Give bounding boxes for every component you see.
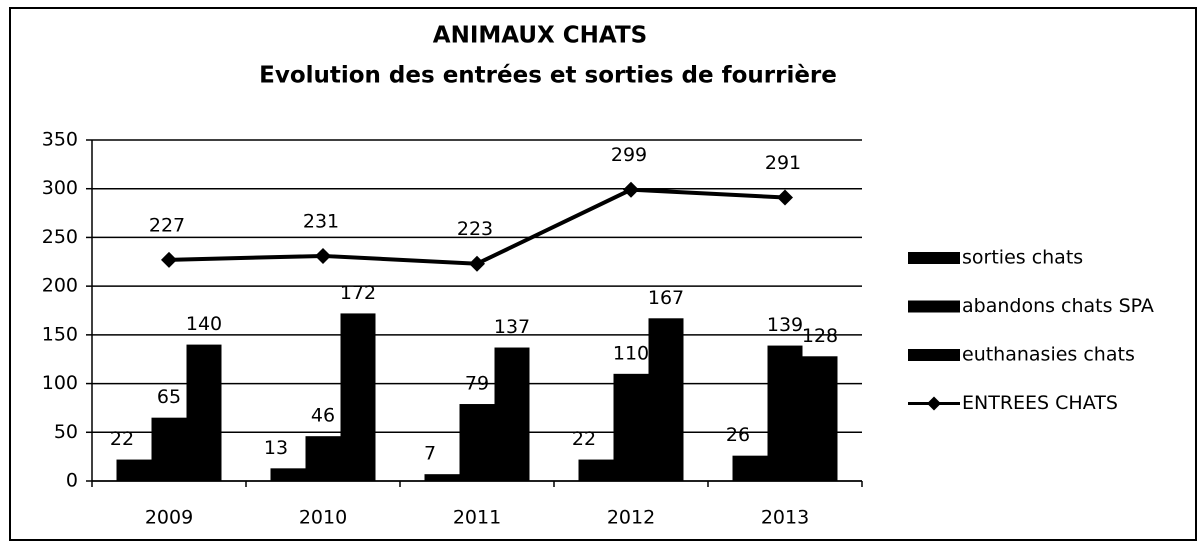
bar [186,344,222,481]
x-tick-label: 2012 [607,507,655,529]
data-label: 139 [767,314,803,336]
bar [802,356,838,481]
data-label: 65 [157,386,181,408]
y-tick-label: 50 [54,421,78,443]
bar [767,345,803,481]
data-label: 46 [311,405,335,427]
bar [648,318,684,481]
bar [459,404,495,481]
y-tick-label: 100 [42,372,78,394]
line-marker [161,251,177,268]
bar [424,474,460,481]
data-label: 128 [802,325,838,347]
data-label: 172 [340,282,376,304]
data-label: 7 [424,443,436,465]
data-label: 26 [726,424,750,446]
data-label: 299 [611,144,647,166]
legend-label: sorties chats [962,247,1083,269]
y-tick-label: 350 [42,129,78,151]
x-tick-label: 2013 [761,507,809,529]
bar [578,459,614,481]
line-marker [777,189,793,206]
x-tick-label: 2009 [145,507,193,529]
y-tick-label: 300 [42,177,78,199]
chart-subtitle: Evolution des entrées et sorties de four… [259,63,837,89]
legend-label: abandons chats SPA [962,295,1154,317]
data-label: 110 [613,342,649,364]
y-tick-label: 250 [42,226,78,248]
data-label: 140 [186,313,222,335]
data-label: 227 [149,214,185,236]
legend-symbol [908,349,960,361]
bar [340,313,376,481]
legend-symbol [908,300,960,313]
data-label: 223 [457,218,493,240]
line-marker [469,255,485,272]
line-marker [315,247,331,264]
data-label: 137 [494,316,530,338]
bar [732,455,768,481]
data-label: 22 [572,428,596,450]
x-tick-label: 2010 [299,507,347,529]
bar [151,417,187,481]
data-label: 79 [465,373,489,395]
data-label: 22 [110,428,134,450]
data-label: 167 [648,287,684,309]
bar [116,459,152,481]
y-tick-label: 150 [42,323,78,345]
chart-frame [9,7,1197,541]
legend-symbol [927,396,941,411]
bar [305,436,341,481]
data-label: 231 [303,210,339,232]
bar [613,373,649,481]
y-tick-label: 200 [42,275,78,297]
y-tick-label: 0 [66,470,78,492]
data-label: 13 [264,437,288,459]
chart-title: ANIMAUX CHATS [433,23,647,49]
legend-label: euthanasies chats [962,344,1135,366]
legend-symbol [908,252,960,264]
legend-label: ENTREES CHATS [962,392,1118,414]
bar [270,468,306,481]
x-tick-label: 2011 [453,507,501,529]
line-marker [623,181,639,198]
data-label: 291 [765,152,801,174]
bar [494,347,530,481]
